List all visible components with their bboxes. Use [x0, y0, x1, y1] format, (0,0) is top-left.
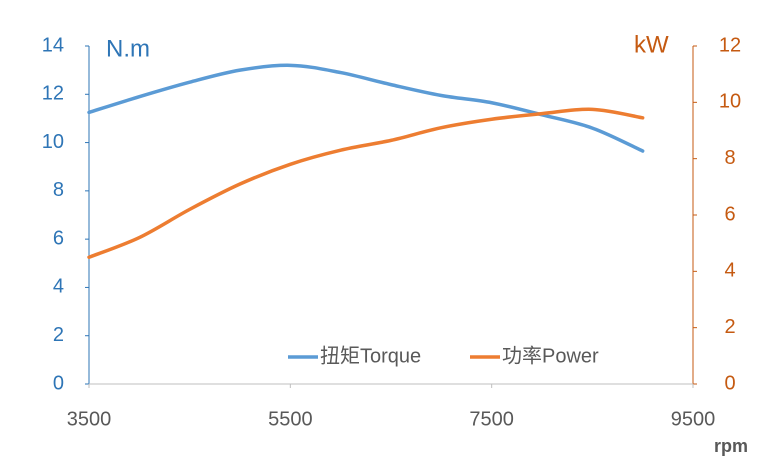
y2-tick-label: 8	[724, 147, 735, 169]
y-tick-label: 6	[53, 227, 64, 249]
x-tick-label: 5500	[268, 408, 313, 430]
y-tick-label: 4	[53, 276, 64, 298]
x-tick-label: 3500	[67, 408, 112, 430]
y-tick-label: 2	[53, 324, 64, 346]
y2-tick-label: 12	[719, 34, 741, 56]
series-line	[87, 107, 645, 259]
legend-label: 功率Power	[502, 344, 599, 367]
y-tick-label: 8	[53, 179, 64, 201]
y-tick-label: 0	[53, 372, 64, 394]
y-tick-label: 10	[42, 131, 64, 153]
y-tick-label: 12	[42, 83, 64, 105]
y2-tick-label: 10	[719, 91, 741, 113]
x-tick-label: 7500	[469, 408, 514, 430]
x-tick-label: 9500	[671, 408, 716, 430]
y2-tick-label: 2	[724, 316, 735, 338]
y2-tick-label: 4	[724, 260, 735, 282]
x-axis-label: rpm	[714, 436, 748, 456]
legend-label: 扭矩Torque	[320, 344, 421, 367]
y2-tick-label: 0	[724, 372, 735, 394]
y-tick-label: 14	[42, 34, 64, 56]
series-line	[87, 63, 645, 153]
y2-axis-label: kW	[634, 31, 669, 58]
y-axis-label: N.m	[106, 35, 150, 62]
y2-tick-label: 6	[724, 203, 735, 225]
